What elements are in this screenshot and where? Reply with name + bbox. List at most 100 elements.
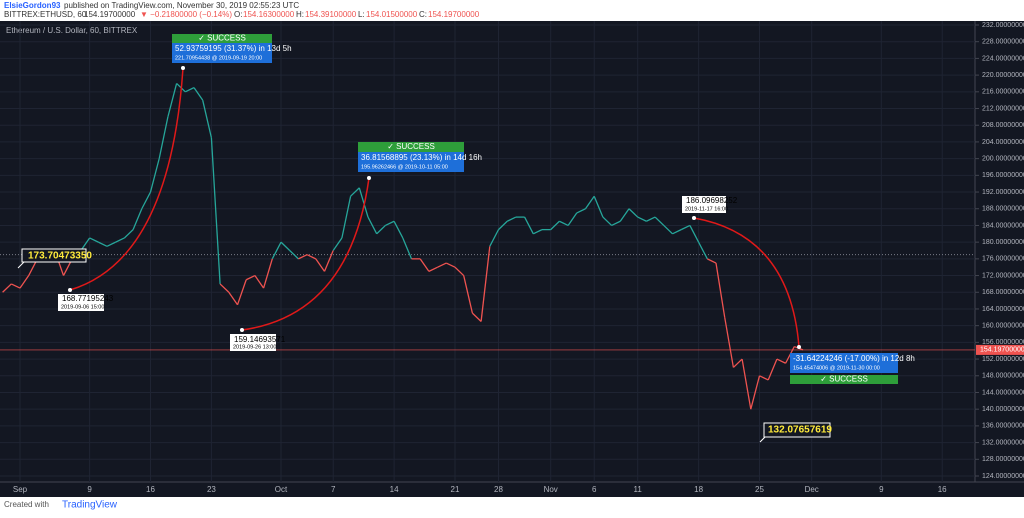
label-box	[58, 294, 104, 311]
price-segment	[689, 225, 700, 243]
label-box	[21, 248, 87, 263]
anchor-dot	[68, 288, 72, 292]
price-segment	[715, 262, 726, 318]
y-tick-label: 212.00000000	[982, 105, 1024, 112]
price-segment	[602, 216, 613, 226]
label-box	[358, 152, 464, 172]
annotation-text: 186.09698252	[686, 196, 738, 205]
price-segment	[611, 220, 621, 227]
anchor-dot	[240, 328, 244, 332]
projection-arc	[241, 177, 370, 331]
price-segment	[750, 375, 761, 410]
price-segment	[158, 116, 169, 159]
price-segment	[463, 275, 474, 314]
price-segment	[393, 220, 404, 239]
price-segment	[254, 275, 265, 289]
label-box	[790, 375, 898, 384]
annotation-text: -31.64224246 (-17.00%) in 12d 8h	[793, 354, 915, 363]
price-segment	[306, 254, 317, 260]
annotation-text: 195.96262466 @ 2019-10-11 05:00	[361, 164, 448, 170]
price-segment	[332, 237, 343, 251]
price-segment	[11, 283, 21, 289]
l: 154.01500000	[366, 10, 418, 19]
price-segment	[80, 237, 91, 251]
price-segment	[219, 283, 230, 293]
price-segment	[654, 216, 665, 226]
annotation-text: ✓ SUCCESS	[387, 142, 435, 151]
price-segment	[402, 237, 413, 260]
y-tick-label: 172.00000000	[982, 272, 1024, 279]
annotation-text: 154.45474006 @ 2019-11-30 00:00	[793, 365, 880, 371]
c: 154.19700000	[428, 10, 480, 19]
x-tick-label: 16	[938, 485, 947, 494]
y-tick-label: 152.00000000	[982, 356, 1024, 363]
y-tick-label: 156.00000000	[982, 339, 1024, 346]
author: ElsieGordon93	[4, 1, 61, 10]
annotation-text: 2019-11-17 16:00	[685, 206, 728, 212]
y-tick-label: 136.00000000	[982, 423, 1024, 430]
annotation-text: 168.77195243	[62, 294, 114, 303]
annotation-text: 159.14693571	[234, 335, 286, 344]
price-segment	[98, 241, 108, 247]
y-tick-label: 144.00000000	[982, 389, 1024, 396]
price-segment	[498, 220, 508, 231]
x-tick-label: 9	[87, 485, 92, 494]
price-segment	[149, 158, 160, 193]
price-segment	[707, 258, 717, 264]
y-tick-label: 216.00000000	[982, 89, 1024, 96]
x-tick-label: 9	[879, 485, 884, 494]
annotation-text: 52.93759195 (31.37%) in 13d 5h	[175, 44, 292, 53]
price-segment	[454, 266, 465, 277]
annotation-text: ✓ SUCCESS	[820, 375, 868, 384]
anchor-dot	[367, 176, 371, 180]
x-tick-label: 14	[390, 485, 399, 494]
published: published on TradingView.com, November 3…	[64, 1, 299, 10]
price-segment	[185, 87, 195, 93]
price-segment	[2, 283, 12, 293]
x-tick-label: 18	[694, 485, 703, 494]
price-segment	[567, 212, 578, 226]
footer-brand: TradingView	[62, 500, 118, 511]
price-segment	[550, 220, 560, 231]
y-tick-label: 192.00000000	[982, 189, 1024, 196]
price-segment	[123, 229, 134, 239]
o-label: O:	[234, 10, 242, 19]
price-segment	[741, 358, 752, 410]
price-segment	[262, 258, 273, 289]
price-segment	[637, 216, 647, 222]
price-segment	[506, 216, 517, 222]
price-segment	[385, 220, 395, 227]
price-segment	[367, 216, 378, 235]
last: 154.19700000	[84, 10, 136, 19]
c-label: C:	[419, 10, 427, 19]
price-segment	[202, 100, 213, 138]
pointer	[17, 261, 25, 269]
price-segment	[289, 250, 299, 260]
price-segment	[471, 312, 482, 322]
y-tick-label: 160.00000000	[982, 323, 1024, 330]
price-segment	[584, 195, 595, 210]
price-segment	[323, 250, 334, 272]
anchor-dot	[181, 66, 185, 70]
price-segment	[724, 317, 735, 368]
y-tick-label: 128.00000000	[982, 456, 1024, 463]
price-segment	[663, 224, 673, 235]
price-segment	[141, 191, 152, 210]
price-segment	[446, 262, 456, 268]
x-tick-label: Nov	[544, 485, 558, 494]
x-tick-label: Dec	[805, 485, 819, 494]
price-segment	[106, 241, 116, 247]
y-tick-label: 180.00000000	[982, 239, 1024, 246]
y-tick-label: 196.00000000	[982, 172, 1024, 179]
price-segment	[680, 224, 691, 231]
x-tick-label: 16	[146, 485, 155, 494]
label-box	[763, 422, 831, 438]
price-segment	[19, 275, 30, 289]
y-tick-label: 188.00000000	[982, 206, 1024, 213]
price-segment	[358, 187, 369, 218]
label-box	[358, 142, 464, 152]
price-segment	[480, 246, 491, 322]
last-price-tag	[976, 344, 1024, 355]
price-segment	[193, 87, 204, 101]
annotation-text: 132.07657619	[768, 425, 832, 436]
